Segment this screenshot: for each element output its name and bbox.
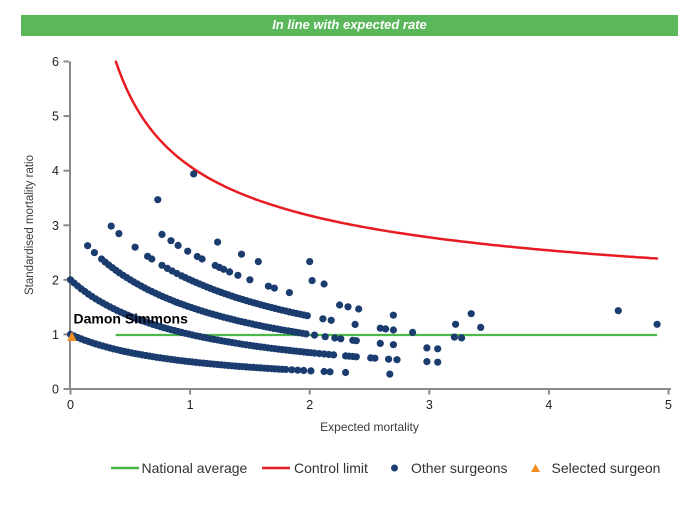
svg-text:0: 0 xyxy=(52,383,59,397)
svg-text:In line with expected rate: In line with expected rate xyxy=(272,17,427,32)
svg-text:Control limit: Control limit xyxy=(294,460,368,476)
svg-text:5: 5 xyxy=(52,110,59,124)
svg-text:3: 3 xyxy=(52,219,59,233)
svg-text:4: 4 xyxy=(545,398,552,412)
svg-text:0: 0 xyxy=(67,398,74,412)
svg-text:2: 2 xyxy=(52,273,59,287)
svg-text:Standardised mortality ratio: Standardised mortality ratio xyxy=(24,155,36,295)
svg-text:2: 2 xyxy=(306,398,313,412)
svg-text:Damon Simmons: Damon Simmons xyxy=(74,311,189,327)
svg-text:1: 1 xyxy=(52,328,59,342)
svg-text:4: 4 xyxy=(52,164,59,178)
svg-text:1: 1 xyxy=(187,398,194,412)
svg-text:National average: National average xyxy=(142,460,248,476)
svg-text:5: 5 xyxy=(665,398,672,412)
svg-text:Other surgeons: Other surgeons xyxy=(411,460,508,476)
svg-text:3: 3 xyxy=(426,398,433,412)
svg-text:6: 6 xyxy=(52,55,59,69)
svg-text:Expected mortality: Expected mortality xyxy=(320,420,419,434)
svg-text:Selected surgeon: Selected surgeon xyxy=(552,460,661,476)
